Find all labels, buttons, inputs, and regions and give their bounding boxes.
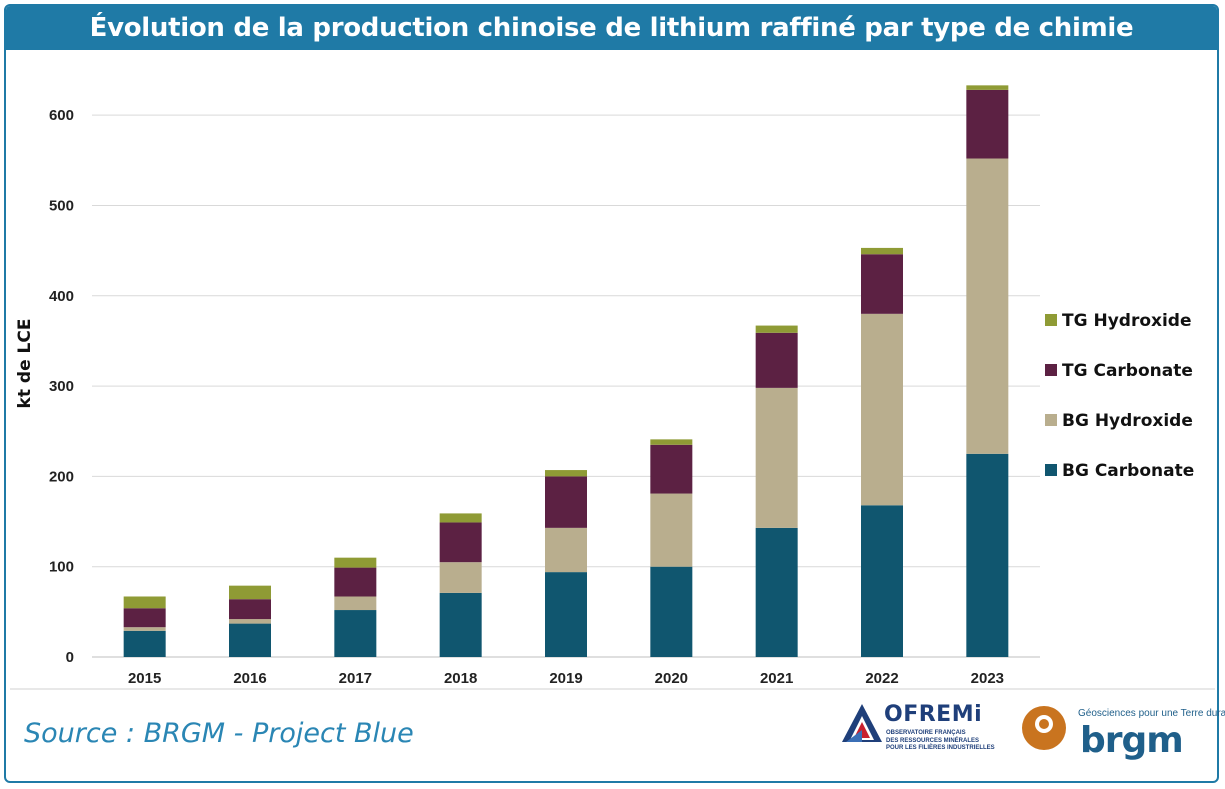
bar-segment [334,557,377,568]
ofremi-emblem-icon [842,704,882,742]
bar-segment [861,505,903,657]
x-tick-label: 2018 [444,670,477,687]
bar-segment [439,592,482,657]
x-tick-label: 2020 [655,670,688,687]
bar-segment [966,158,1009,454]
bar-segment [545,470,587,477]
legend-label: TG Carbonate [1062,361,1193,381]
ofremi-logo: OFREMi OBSERVATOIRE FRANÇAIS DES RESSOUR… [840,700,1000,760]
x-tick-label: 2016 [233,670,266,687]
bar-segment [650,439,693,445]
bar-segment [123,608,166,628]
x-tick-label: 2017 [339,670,372,687]
brgm-logo: Géosciences pour une Terre durable brgm [1020,696,1225,766]
bar-segment [545,572,587,657]
bar-segment [755,332,798,388]
ofremi-subtitle: OBSERVATOIRE FRANÇAIS DES RESSOURCES MIN… [886,730,995,751]
bar-segment [966,453,1009,657]
y-tick-label: 600 [49,107,74,124]
bar-segment [545,476,587,528]
bar-segment [966,89,1009,159]
legend-swatch [1045,314,1057,326]
x-tick-label: 2022 [865,670,898,687]
brgm-tagline: Géosciences pour une Terre durable [1078,708,1225,719]
bar-segment [755,325,798,333]
bar-segment [861,247,903,255]
bar-segment [439,522,482,563]
bar-segment [650,493,693,567]
bar-segment [123,627,166,631]
bar-segment [861,254,903,314]
bar-segment [123,630,166,657]
x-tick-label: 2023 [971,670,1004,687]
legend-label: TG Hydroxide [1062,311,1192,331]
brgm-emblem-icon [1022,706,1066,750]
y-axis-label: kt de LCE [15,319,35,409]
y-tick-label: 200 [49,468,74,485]
bar-segment [229,585,271,600]
y-tick-label: 0 [66,649,74,666]
bar-segment [545,527,587,573]
x-tick-label: 2021 [760,670,793,687]
y-tick-label: 500 [49,197,74,214]
bar-segment [861,313,903,506]
bar-segment [439,513,482,523]
bar-segment [334,567,377,597]
bar-segment [334,596,377,611]
legend-swatch [1045,464,1057,476]
legend-swatch [1045,364,1057,376]
bar-segment [334,610,377,657]
bar-segment [966,85,1009,90]
bar-segment [229,623,271,657]
chart-title: Évolution de la production chinoise de l… [6,6,1217,50]
legend-swatch [1045,414,1057,426]
bar-segment [650,566,693,657]
legend-label: BG Hydroxide [1062,411,1193,431]
bar-segment [229,619,271,624]
brgm-wordmark: brgm [1080,720,1184,761]
stacked-bar-chart: 0 100 200 300 400 500 600 kt de LCE 2015 2016 2017… [10,85,1215,690]
y-tick-label: 300 [49,378,74,395]
y-tick-label: 400 [49,288,74,305]
bar-segment [755,387,798,528]
legend-label: BG Carbonate [1062,461,1194,481]
bar-segment [650,444,693,494]
ofremi-wordmark: OFREMi [884,702,983,727]
x-tick-label: 2015 [128,670,161,687]
bar-segment [439,562,482,593]
chart-frame: Évolution de la production chinoise de l… [4,4,1219,783]
bar-segment [755,527,798,657]
source-note: Source : BRGM - Project Blue [24,718,414,749]
bar-segment [123,596,166,609]
bar-segment [229,599,271,620]
y-tick-label: 100 [49,559,74,576]
x-tick-label: 2019 [549,670,582,687]
